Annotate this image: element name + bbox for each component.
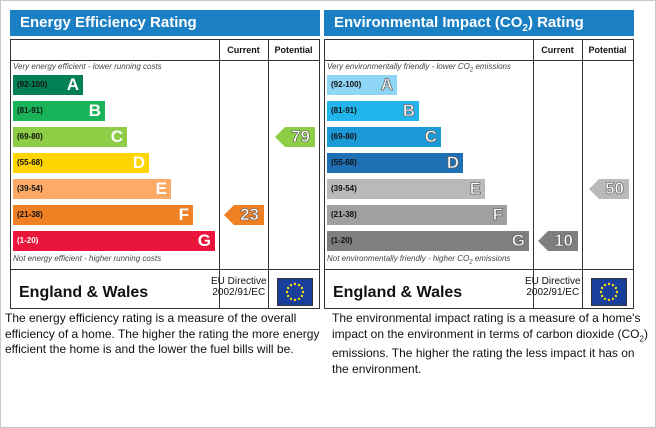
current-rating-arrow: 23 — [224, 205, 264, 225]
eu-directive-line1: EU Directive — [525, 276, 581, 287]
band-letter: G — [511, 231, 525, 251]
band-letter: C — [424, 127, 437, 147]
current-column-header: Current — [227, 45, 260, 55]
band-range-label: (39-54) — [331, 184, 357, 193]
band-range-label: (1-20) — [331, 236, 353, 245]
band-a: (92-100) A — [13, 75, 83, 95]
potential-rating-arrow: 50 — [589, 179, 629, 199]
band-c: (69-80) C — [13, 127, 127, 147]
eu-directive: EU Directive 2002/91/EC — [525, 276, 581, 298]
potential-column-header: Potential — [274, 45, 313, 55]
column-divider — [533, 40, 534, 308]
eu-directive-line1: EU Directive — [211, 276, 267, 287]
energy-efficiency-chart: Energy Efficiency Rating Current Potenti… — [10, 10, 320, 309]
band-range-label: (81-91) — [17, 106, 43, 115]
chart-title: Environmental Impact (CO2) Rating — [324, 10, 634, 36]
current-rating-arrow: 10 — [538, 231, 578, 251]
chart-title: Energy Efficiency Rating — [10, 10, 320, 36]
environmental-impact-chart: Environmental Impact (CO2) Rating Curren… — [324, 10, 634, 309]
column-divider — [582, 40, 583, 308]
eu-directive: EU Directive 2002/91/EC — [211, 276, 267, 298]
potential-rating-value: 50 — [605, 179, 625, 199]
band-letter: D — [132, 153, 145, 172]
band-letter: B — [88, 101, 101, 120]
band-b: (81-91) B — [13, 101, 105, 121]
band-letter: F — [492, 205, 503, 225]
band-c: (69-80) C — [327, 127, 441, 147]
potential-column-header: Potential — [588, 45, 627, 55]
current-rating-value: 23 — [240, 205, 260, 225]
band-f: (21-38) F — [327, 205, 507, 225]
column-divider — [219, 40, 220, 308]
band-letter: A — [66, 75, 79, 94]
band-letter: G — [197, 231, 211, 250]
region-label: England & Wales — [333, 284, 463, 301]
potential-rating-arrow: 79 — [275, 127, 315, 147]
band-letter: D — [446, 153, 459, 173]
rating-grid: Current Potential Very environmentally f… — [324, 39, 634, 309]
region-label: England & Wales — [19, 284, 149, 301]
top-note: Very environmentally friendly - lower CO… — [327, 62, 512, 74]
column-divider — [268, 40, 269, 308]
band-range-label: (69-80) — [17, 132, 43, 141]
band-f: (21-38) F — [13, 205, 193, 225]
band-range-label: (39-54) — [17, 184, 43, 193]
eu-flag-icon — [591, 278, 627, 306]
current-column-header: Current — [541, 45, 574, 55]
bottom-note: Not energy efficient - higher running co… — [13, 254, 162, 263]
top-note: Very energy efficient - lower running co… — [13, 62, 162, 71]
eu-directive-line2: 2002/91/EC — [526, 287, 580, 298]
header-divider — [325, 60, 633, 61]
band-range-label: (81-91) — [331, 106, 357, 115]
band-a: (92-100) A — [327, 75, 397, 95]
potential-rating-value: 79 — [291, 127, 311, 147]
footer-divider — [325, 269, 633, 270]
band-range-label: (55-68) — [331, 158, 357, 167]
band-letter: C — [110, 127, 123, 146]
footer-divider — [11, 269, 319, 270]
environmental-description: The environmental impact rating is a mea… — [332, 311, 648, 376]
band-range-label: (69-80) — [331, 132, 357, 141]
band-e: (39-54) E — [13, 179, 171, 199]
band-letter: F — [178, 205, 189, 224]
band-e: (39-54) E — [327, 179, 485, 199]
band-letter: A — [380, 75, 393, 95]
band-range-label: (92-100) — [17, 80, 48, 89]
band-g: (1-20) G — [13, 231, 215, 251]
eu-flag-icon — [277, 278, 313, 306]
band-range-label: (92-100) — [331, 80, 362, 89]
band-range-label: (1-20) — [17, 236, 39, 245]
band-b: (81-91) B — [327, 101, 419, 121]
band-range-label: (21-38) — [331, 210, 357, 219]
header-divider — [11, 60, 319, 61]
band-range-label: (21-38) — [17, 210, 43, 219]
band-letter: E — [155, 179, 167, 198]
band-d: (55-68) D — [327, 153, 463, 173]
band-d: (55-68) D — [13, 153, 149, 173]
band-letter: E — [469, 179, 481, 199]
current-rating-value: 10 — [554, 231, 574, 251]
band-letter: B — [402, 101, 415, 121]
rating-grid: Current Potential Very energy efficient … — [10, 39, 320, 309]
eu-directive-line2: 2002/91/EC — [212, 287, 266, 298]
band-g: (1-20) G — [327, 231, 529, 251]
band-range-label: (55-68) — [17, 158, 43, 167]
bottom-note: Not environmentally friendly - higher CO… — [327, 254, 511, 266]
energy-description: The energy efficiency rating is a measur… — [5, 311, 320, 356]
